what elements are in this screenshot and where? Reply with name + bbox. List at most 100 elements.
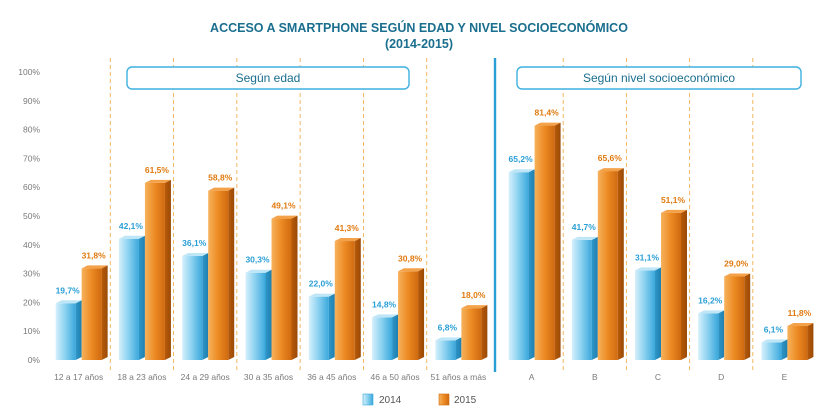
bar-2014: 22,0%: [309, 279, 335, 360]
bar-top: [55, 300, 82, 304]
bar-side: [328, 293, 335, 360]
bar-2014: 16,2%: [698, 295, 725, 360]
bar-side: [265, 269, 272, 360]
bar-2014: 31,1%: [635, 252, 661, 360]
bar-front: [508, 172, 529, 360]
bar-side: [291, 215, 298, 360]
y-tick-label: 50%: [23, 211, 40, 221]
bar-front: [372, 317, 393, 360]
bar-front: [308, 296, 329, 360]
data-label-2014: 42,1%: [119, 221, 144, 231]
x-tick-label: D: [718, 372, 724, 382]
bar-front: [81, 268, 102, 360]
x-tick-label: A: [529, 372, 535, 382]
data-label-2015: 41,3%: [335, 223, 360, 233]
data-label-2015: 31,8%: [82, 250, 107, 260]
bar-front: [245, 272, 266, 360]
bar-top: [461, 305, 488, 309]
bar-front: [271, 218, 292, 360]
data-label-2015: 61,5%: [145, 165, 170, 175]
bar-side: [481, 305, 488, 360]
group-dividers: [109, 58, 754, 372]
bar-side: [75, 300, 82, 360]
bar-top: [334, 238, 361, 242]
x-tick-label: 18 a 23 años: [117, 372, 166, 382]
data-label-2014: 22,0%: [309, 279, 334, 289]
y-tick-label: 40%: [23, 240, 40, 250]
bar-top: [81, 265, 108, 269]
bar-side: [744, 273, 751, 360]
x-tick-label: 12 a 17 años: [54, 372, 103, 382]
bar-side: [554, 122, 561, 361]
bar-top: [398, 268, 425, 272]
bar-top: [571, 236, 598, 240]
bar-2015: 65,6%: [598, 153, 624, 360]
bar-top: [534, 122, 561, 126]
bar-top: [208, 187, 235, 191]
legend-swatch-2014: [362, 393, 374, 406]
bar-top: [661, 209, 687, 213]
panel-header-nse: Según nivel socioeconómico: [516, 66, 802, 90]
data-label-2014: 65,2%: [509, 154, 534, 164]
bar-top: [508, 169, 535, 173]
legend-label-2015: 2015: [454, 395, 477, 406]
bar-front: [761, 342, 782, 360]
y-tick-label: 20%: [23, 297, 40, 307]
bar-side: [392, 314, 399, 360]
bar-front: [635, 270, 655, 360]
data-label-2014: 6,1%: [764, 324, 784, 334]
bar-side: [591, 236, 598, 360]
bar-top: [245, 269, 272, 273]
bar-2015: 81,4%: [534, 108, 561, 361]
bar-2015: 31,8%: [82, 250, 108, 360]
bar-2015: 29,0%: [724, 258, 751, 360]
bar-front: [534, 125, 555, 361]
bar-side: [228, 187, 235, 360]
bar-2015: 49,1%: [271, 201, 298, 360]
y-tick-label: 10%: [23, 326, 40, 336]
bar-side: [655, 267, 661, 360]
x-tick-label: C: [655, 372, 661, 382]
bar-front: [698, 313, 719, 360]
bar-front: [398, 271, 419, 360]
data-label-2015: 51,1%: [661, 195, 686, 205]
bar-2015: 61,5%: [145, 165, 171, 360]
bar-2014: 6,1%: [761, 324, 788, 360]
panel-header-box: [126, 66, 410, 90]
bar-2014: 41,7%: [572, 222, 598, 360]
data-label-2015: 11,8%: [788, 308, 812, 318]
bar-2015: 51,1%: [661, 195, 687, 360]
bar-2015: 30,8%: [398, 253, 425, 360]
x-tick-label: 51 años a más: [430, 372, 486, 382]
bar-side: [781, 339, 788, 360]
data-label-2015: 18,0%: [461, 290, 486, 300]
bar-front: [208, 190, 229, 360]
bar-2015: 58,8%: [208, 173, 235, 360]
legend-label-2014: 2014: [379, 395, 402, 406]
bar-top: [182, 253, 209, 257]
x-tick-label: E: [782, 372, 788, 382]
bar-front: [571, 239, 592, 360]
bar-front: [182, 256, 203, 360]
bar-2014: 42,1%: [119, 221, 145, 360]
data-label-2014: 14,8%: [372, 299, 397, 309]
x-tick-label: B: [592, 372, 598, 382]
bar-front: [597, 171, 618, 360]
bar-front: [435, 340, 456, 360]
bar-top: [597, 168, 624, 172]
bar-top: [118, 235, 145, 239]
legend: 2014 2015: [362, 393, 477, 406]
panel-title: Según edad: [236, 71, 301, 85]
bar-2014: 14,8%: [372, 299, 399, 360]
bar-top: [271, 215, 298, 219]
chart-subtitle: (2014-2015): [385, 37, 453, 51]
bar-top: [308, 293, 335, 297]
x-tick-label: 36 a 45 años: [307, 372, 356, 382]
bar-top: [372, 314, 399, 318]
bar-front: [724, 276, 745, 360]
y-tick-label: 80%: [23, 125, 40, 135]
bar-front: [334, 241, 355, 360]
bar-top: [698, 310, 725, 314]
